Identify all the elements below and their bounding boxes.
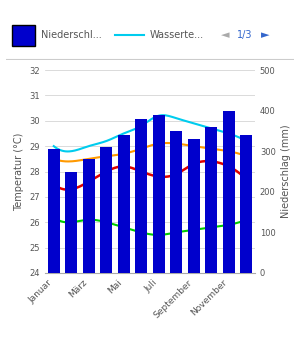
Bar	[48, 149, 60, 273]
Bar	[205, 127, 218, 273]
Text: Wasserte...: Wasserte...	[150, 30, 204, 40]
Text: ◄: ◄	[220, 30, 229, 40]
Bar	[118, 135, 130, 273]
Bar	[82, 159, 95, 273]
Bar	[65, 172, 77, 273]
Text: Niederschl...: Niederschl...	[40, 30, 101, 40]
Y-axis label: Temperatur (°C): Temperatur (°C)	[14, 132, 24, 211]
Bar	[223, 111, 235, 273]
FancyBboxPatch shape	[12, 25, 35, 46]
Bar	[170, 131, 182, 273]
Text: ►: ►	[261, 30, 269, 40]
Y-axis label: Niederschlag (mm): Niederschlag (mm)	[281, 125, 291, 218]
Bar	[188, 139, 200, 273]
Text: 1/3: 1/3	[237, 30, 253, 40]
Bar	[100, 147, 112, 273]
Bar	[153, 115, 165, 273]
Bar	[135, 119, 147, 273]
Bar	[240, 135, 252, 273]
